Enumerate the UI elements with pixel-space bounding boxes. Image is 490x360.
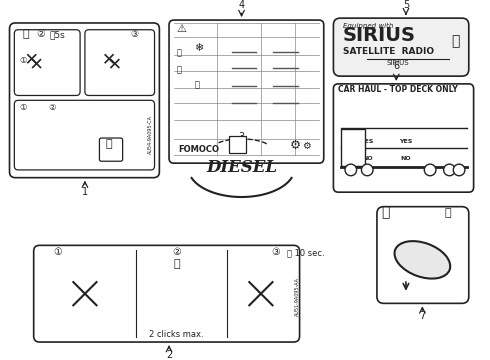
- Text: 3: 3: [239, 132, 245, 142]
- FancyBboxPatch shape: [392, 136, 420, 149]
- Circle shape: [362, 164, 373, 176]
- Bar: [341, 129, 366, 166]
- Text: 📋: 📋: [22, 30, 29, 40]
- Text: ②: ②: [172, 247, 181, 257]
- Text: 📖: 📖: [105, 139, 112, 149]
- Text: ①: ①: [53, 247, 62, 257]
- FancyBboxPatch shape: [14, 100, 154, 170]
- Text: 1: 1: [82, 187, 88, 197]
- Text: CAR HAUL - TOP DECK ONLY: CAR HAUL - TOP DECK ONLY: [338, 85, 458, 94]
- Circle shape: [424, 164, 436, 176]
- Text: SATELLITE  RADIO: SATELLITE RADIO: [343, 47, 434, 56]
- Text: ⚙: ⚙: [302, 141, 311, 150]
- Text: NO: NO: [362, 156, 372, 161]
- Bar: [229, 136, 246, 153]
- Text: ⚠: ⚠: [177, 24, 187, 34]
- FancyBboxPatch shape: [333, 84, 474, 192]
- FancyBboxPatch shape: [377, 207, 469, 303]
- FancyBboxPatch shape: [353, 136, 382, 149]
- Text: ⏱5s: ⏱5s: [49, 31, 65, 40]
- Circle shape: [443, 164, 455, 176]
- Text: ②: ②: [37, 30, 46, 40]
- Text: 2: 2: [166, 350, 172, 360]
- Circle shape: [345, 164, 357, 176]
- FancyBboxPatch shape: [99, 138, 122, 161]
- Text: ③: ③: [271, 247, 280, 257]
- Text: ❄: ❄: [194, 43, 203, 53]
- Bar: [338, 101, 464, 181]
- Circle shape: [453, 164, 465, 176]
- FancyBboxPatch shape: [34, 246, 299, 342]
- Text: 6: 6: [393, 61, 399, 71]
- Text: ①: ①: [19, 103, 26, 112]
- Text: 5: 5: [403, 0, 409, 10]
- FancyBboxPatch shape: [353, 153, 382, 165]
- FancyBboxPatch shape: [169, 20, 324, 163]
- Ellipse shape: [394, 241, 450, 279]
- Text: NO: NO: [401, 156, 411, 161]
- Text: FOMOCO: FOMOCO: [179, 145, 220, 154]
- Text: ⏱ 10 sec.: ⏱ 10 sec.: [287, 248, 325, 257]
- Text: ①: ①: [19, 55, 26, 64]
- Text: ⚙: ⚙: [290, 139, 301, 152]
- Text: DIESEL: DIESEL: [206, 159, 277, 176]
- Text: 🚶: 🚶: [444, 208, 451, 219]
- FancyBboxPatch shape: [85, 30, 154, 95]
- Text: 🐕: 🐕: [451, 34, 460, 48]
- Text: AU51-9A095-AA: AU51-9A095-AA: [295, 277, 300, 316]
- FancyBboxPatch shape: [333, 18, 469, 76]
- Text: 🔧: 🔧: [194, 81, 199, 90]
- FancyBboxPatch shape: [14, 30, 80, 95]
- Text: SIRIUS: SIRIUS: [343, 26, 416, 45]
- FancyBboxPatch shape: [392, 153, 420, 165]
- Text: ③: ③: [130, 31, 139, 40]
- Text: Equipped with: Equipped with: [343, 23, 393, 29]
- Text: YES: YES: [361, 139, 374, 144]
- Text: 7: 7: [419, 311, 425, 321]
- Text: 🔒: 🔒: [177, 65, 182, 74]
- Text: SIRIUS: SIRIUS: [387, 59, 409, 66]
- Text: 2 clicks max.: 2 clicks max.: [149, 330, 204, 339]
- Text: 🚌: 🚌: [382, 205, 390, 219]
- Text: YES: YES: [399, 139, 413, 144]
- Text: 📖: 📖: [173, 258, 180, 269]
- Text: 4: 4: [239, 0, 245, 10]
- Text: ②: ②: [48, 103, 56, 112]
- Text: AU54-9A095-CA: AU54-9A095-CA: [148, 114, 153, 154]
- Text: 🚗: 🚗: [177, 48, 182, 57]
- FancyBboxPatch shape: [9, 23, 159, 178]
